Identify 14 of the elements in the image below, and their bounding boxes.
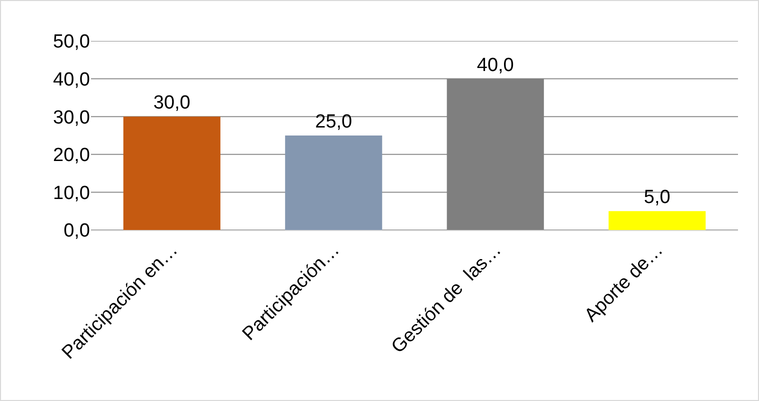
data-label: 25,0 <box>315 112 352 132</box>
bar <box>123 116 220 230</box>
y-tick-label: 0,0 <box>64 220 90 242</box>
data-label: 30,0 <box>153 92 190 114</box>
y-tick-label: 40,0 <box>53 69 90 90</box>
bar <box>285 136 382 230</box>
y-tick-label: 50,0 <box>53 32 90 53</box>
bar <box>446 78 544 230</box>
data-label: 40,0 <box>476 54 514 76</box>
y-tick-label: 20,0 <box>53 145 90 166</box>
data-label: 5,0 <box>644 187 670 208</box>
bar <box>608 211 706 230</box>
y-tick-label: 30,0 <box>53 107 90 128</box>
y-tick-label: 10,0 <box>53 182 90 204</box>
